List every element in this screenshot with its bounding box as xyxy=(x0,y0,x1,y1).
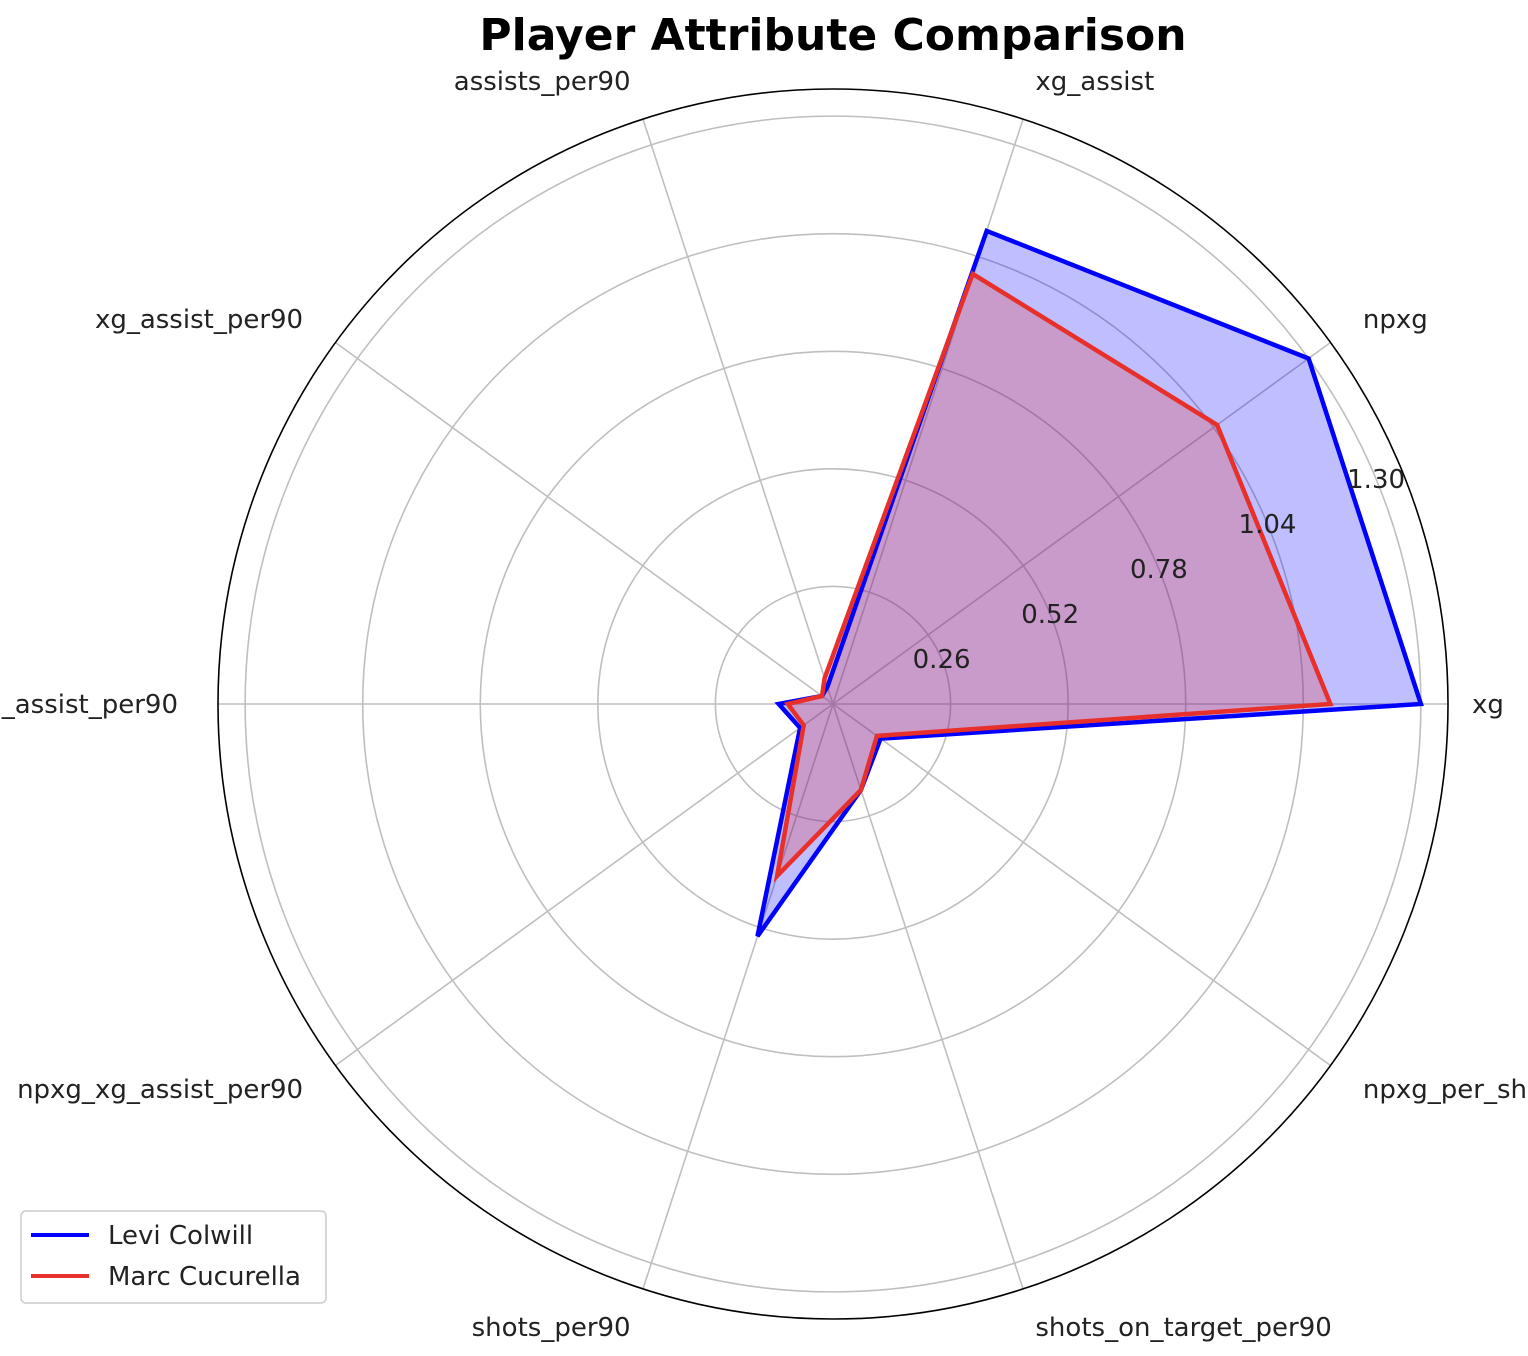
series-area-marc-cucurella xyxy=(777,273,1331,876)
axis-spoke-assists-per90 xyxy=(642,118,834,705)
axis-label-npxg-per-shot: npxg_per_shot xyxy=(1363,1075,1528,1105)
chart-title: Player Attribute Comparison xyxy=(479,10,1186,61)
axis-spoke-shots-on-target-per90 xyxy=(832,703,1024,1290)
axis-label-npxg-xg-assist-per90: npxg_xg_assist_per90 xyxy=(17,1075,303,1105)
axis-spoke-xg-assist xyxy=(832,118,1024,705)
outer-frame xyxy=(217,88,1449,1320)
axis-label-shots-per90: shots_per90 xyxy=(472,1313,631,1343)
axis-spoke-npxg-xg-assist-per90 xyxy=(334,703,834,1067)
axis-label-xg-assist-per90: xg_assist_per90 xyxy=(95,305,303,335)
axis-label-xg-xg-assist-per90: xg_xg_assist_per90 xyxy=(0,690,178,720)
radial-tick-label-1: 0.26 xyxy=(913,645,971,675)
axis-spoke-npxg xyxy=(832,341,1332,705)
legend: Levi Colwill Marc Cucurella xyxy=(20,1210,327,1304)
radar-series xyxy=(755,227,1424,938)
series-line-marc-cucurella xyxy=(773,270,1334,883)
axis-label-shots-on-target-per90: shots_on_target_per90 xyxy=(1035,1313,1331,1343)
series-area-levi-colwill xyxy=(757,230,1421,937)
axis-spoke-xg-assist-per90 xyxy=(334,341,834,705)
legend-box xyxy=(20,1210,327,1304)
legend-label-marc-cucurella: Marc Cucurella xyxy=(108,1262,301,1292)
axis-labels: xg npxg xg_assist assists_per90 xg_assist_pe… xyxy=(0,67,1528,1343)
axis-label-xg-assist: xg_assist xyxy=(1035,67,1154,97)
axis-label-assists-per90: assists_per90 xyxy=(454,67,631,97)
radial-tick-label-4: 1.04 xyxy=(1239,510,1297,540)
axis-label-xg: xg xyxy=(1472,690,1504,720)
radial-tick-label-2: 0.52 xyxy=(1021,600,1079,630)
legend-label-levi-colwill: Levi Colwill xyxy=(108,1221,253,1251)
axis-label-npxg: npxg xyxy=(1363,305,1428,335)
radial-ticks: 0.26 0.52 0.78 1.04 1.30 xyxy=(913,465,1405,675)
radial-tick-label-5: 1.30 xyxy=(1347,465,1405,495)
axis-spoke-shots-per90 xyxy=(642,703,834,1290)
radial-tick-label-3: 0.78 xyxy=(1130,555,1188,585)
axis-spoke-npxg-per-shot xyxy=(832,703,1332,1067)
